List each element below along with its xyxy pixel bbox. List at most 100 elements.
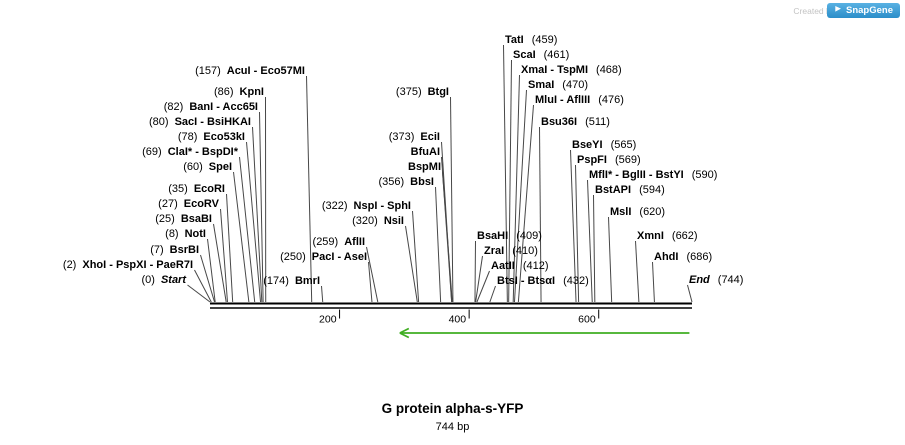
site-name: ZraI [484,245,505,257]
site-name: KpnI [239,86,264,98]
site-position: (250) [280,251,306,263]
site-name: AflII [344,236,365,248]
site-name: BtgI [427,86,449,98]
site-label[interactable]: AhdI (686) [654,251,712,264]
site-label[interactable]: BsaHI (409) [477,230,542,243]
snapgene-logo[interactable]: SnapGene [827,3,900,18]
site-name: BseYI [572,139,603,151]
snapgene-logo-icon [835,6,841,16]
site-label[interactable]: Bsu36I (511) [541,116,610,129]
site-label[interactable]: (259) AflII [313,236,365,249]
site-label[interactable]: (86) KpnI [214,86,264,99]
site-label[interactable]: XmaI - TspMI (468) [521,64,622,77]
callout-line [442,171,453,303]
site-label[interactable]: BspMI [408,161,441,174]
callout-line [233,171,250,303]
site-position: (468) [596,64,622,76]
site-label[interactable]: MflI* - BglII - BstYI (590) [589,169,717,182]
callout-line [412,210,420,303]
site-label[interactable]: (80) SacI - BsiHKAI [149,116,251,129]
callout-line [476,270,490,303]
site-position: (594) [639,184,665,196]
site-name: EcoRV [183,198,219,210]
site-name: ScaI [513,49,536,61]
site-position: (27) [158,198,178,210]
site-name: End [689,274,710,286]
site-label[interactable]: MluI - AflIII (476) [535,94,624,107]
site-position: (69) [142,146,162,158]
site-label[interactable]: (373) EciI [389,131,440,144]
site-position: (459) [531,34,558,46]
site-label[interactable]: (322) NspI - SphI [322,200,411,213]
site-label[interactable]: AatII (412) [491,260,549,273]
site-label[interactable]: ScaI (461) [513,49,569,62]
site-label[interactable]: (7) BsrBI [150,244,199,257]
callout-line [220,208,228,303]
callout-line [635,240,640,303]
site-position: (476) [598,94,624,106]
site-position: (565) [610,139,637,151]
site-label[interactable]: (8) NotI [165,228,206,241]
site-name: ClaI* - BspDI* [167,146,238,158]
site-label[interactable]: TatI (459) [505,34,557,47]
site-label[interactable]: MslI (620) [610,206,665,219]
site-label[interactable]: (174) BmrI [263,275,320,288]
callout-line [306,75,313,303]
site-label[interactable]: (69) ClaI* - BspDI* [142,146,238,159]
site-position: (0) [141,274,155,286]
site-position: (356) [378,176,405,188]
tick-label: 400 [449,314,467,326]
site-name: NotI [184,228,206,240]
site-position: (7) [150,244,164,256]
site-label[interactable]: (27) EcoRV [158,198,219,211]
site-position: (60) [183,161,203,173]
site-name: BsaHI [477,230,509,242]
callout-line [368,261,373,303]
callout-line [652,261,655,303]
site-name: EciI [420,131,440,143]
callout-line [252,126,263,303]
site-label[interactable]: PspFI (569) [577,154,641,167]
site-label[interactable]: (320) NsiI [352,215,404,228]
site-label[interactable]: XmnI (662) [637,230,698,243]
site-position: (35) [168,183,188,195]
site-position: (461) [543,49,570,61]
site-label[interactable]: BseYI (565) [572,139,636,152]
site-label[interactable]: (375) BtgI [396,86,449,99]
site-name: BspMI [408,161,441,173]
site-position: (78) [177,131,198,143]
callout-line [366,246,379,303]
site-label[interactable]: (78) Eco53kI [178,131,245,144]
site-label[interactable]: (356) BbsI [378,176,434,189]
site-position: (569) [614,154,641,166]
site-label[interactable]: (157) AcuI - Eco57MI [195,65,305,78]
callout-line [207,238,216,303]
site-position: (375) [395,86,422,98]
site-position: (662) [671,230,698,242]
site-name: AatII [491,260,515,272]
site-label[interactable]: (60) SpeI [183,161,232,174]
site-position: (86) [213,86,234,98]
site-name: NsiI [383,215,404,227]
snapgene-logo-text: SnapGene [846,5,893,16]
site-label[interactable]: BtsI - BtsαI (432) [497,275,589,288]
site-position: (8) [165,228,179,240]
site-position: (412) [522,260,549,272]
site-label[interactable]: SmaI (470) [528,79,588,92]
site-label[interactable]: (25) BsaBI [155,213,212,226]
site-position: (470) [562,79,588,91]
site-label[interactable]: (250) PacI - AseI [280,251,367,264]
site-position: (2) [62,259,77,271]
site-label[interactable]: BfuAI [411,146,440,159]
callout-line [213,223,227,303]
callout-line [475,255,483,303]
site-position: (80) [149,116,169,128]
site-label[interactable]: (35) EcoRI [168,183,225,196]
site-label[interactable]: (82) BanI - Acc65I [164,101,258,114]
site-label[interactable]: (2) XhoI - PspXI - PaeR7I [63,259,193,272]
callout-line [226,193,234,303]
site-name: EcoRI [193,183,225,195]
site-label[interactable]: BstAPI (594) [595,184,665,197]
site-label[interactable]: ZraI (410) [484,245,538,258]
site-name: BmrI [294,275,320,287]
